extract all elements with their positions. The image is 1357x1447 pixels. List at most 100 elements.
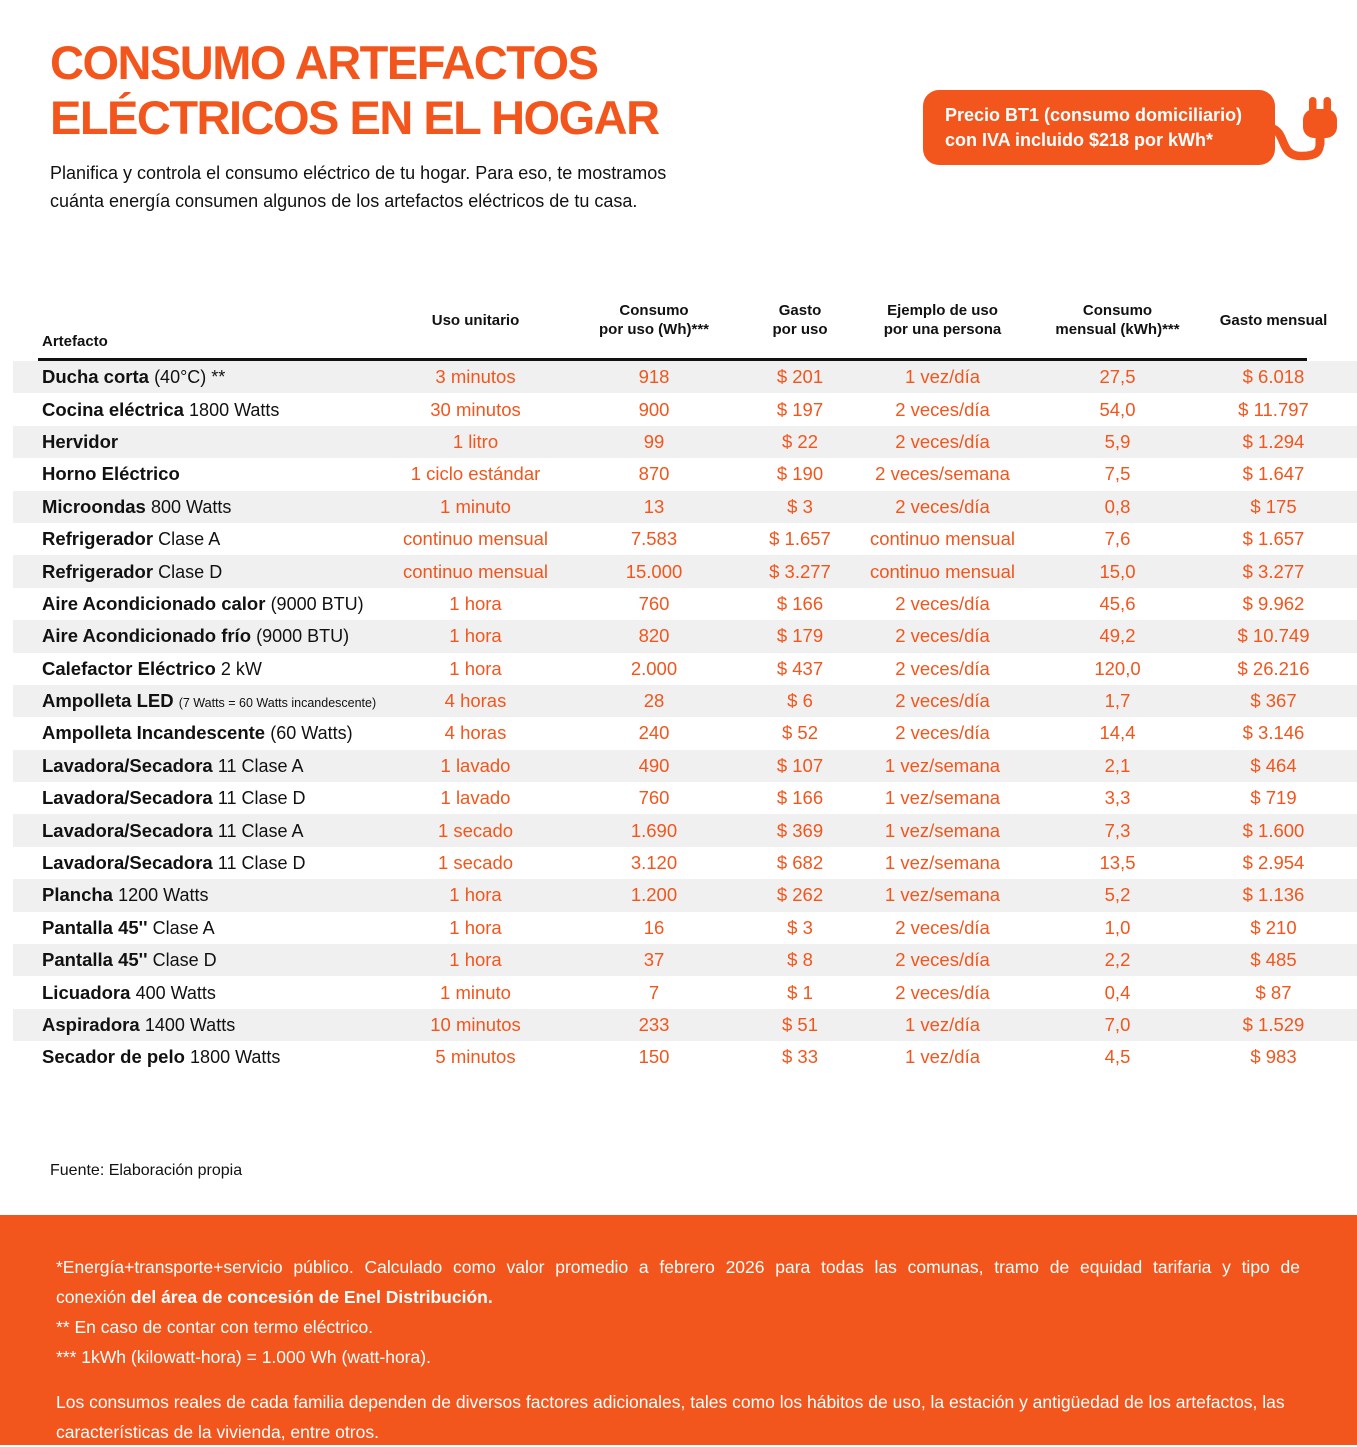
gasto-por-uso-value: $ 166 bbox=[776, 592, 824, 614]
uso-unitario-value: 1 ciclo estándar bbox=[410, 463, 541, 485]
gasto-mensual-value: $ 2.954 bbox=[1242, 852, 1305, 874]
column-header-1: Uso unitario bbox=[431, 311, 520, 329]
uso-unitario-value: 5 minutos bbox=[435, 1046, 516, 1068]
column-header-2: Consumo por uso (Wh)*** bbox=[599, 302, 709, 338]
consumo-mensual-value: 4,5 bbox=[1104, 1046, 1131, 1068]
appliance-detail: (60 Watts) bbox=[270, 723, 353, 744]
appliance-cell: Plancha 1200 Watts bbox=[13, 884, 403, 906]
consumo-mensual-value: 0,8 bbox=[1104, 495, 1131, 517]
table-row: Plancha 1200 Watts 1 hora 1.200 $ 262 1 … bbox=[13, 879, 1357, 912]
footnote-termo: ** En caso de contar con termo eléctrico… bbox=[56, 1317, 374, 1337]
price-badge-line1: Precio BT1 (consumo domiciliario) bbox=[945, 105, 1243, 126]
appliance-cell: Aire Acondicionado frío (9000 BTU) bbox=[13, 625, 403, 647]
table-row: Pantalla 45'' Clase A 1 hora 16 $ 3 2 ve… bbox=[13, 912, 1357, 944]
appliance-cell: Hervidor bbox=[13, 431, 403, 453]
consumo-por-uso-value: 37 bbox=[643, 949, 665, 971]
consumo-mensual-value: 1,0 bbox=[1104, 916, 1131, 938]
appliance-detail: Clase A bbox=[152, 917, 215, 938]
appliance-detail: Clase D bbox=[158, 561, 223, 582]
uso-unitario-value: 1 hora bbox=[449, 884, 502, 906]
appliance-detail: 11 Clase A bbox=[217, 755, 304, 776]
table-row: Ampolleta LED (7 Watts = 60 Watts incand… bbox=[13, 684, 1357, 718]
gasto-mensual-value: $ 1.600 bbox=[1242, 819, 1305, 841]
ejemplo-uso-value: 2 veces/día bbox=[895, 722, 990, 744]
source-note: Fuente: Elaboración propia bbox=[50, 1161, 243, 1179]
appliance-cell: Secador de pelo 1800 Watts bbox=[13, 1046, 403, 1068]
page-subtitle-line1: Planifica y controla el consumo eléctric… bbox=[50, 163, 667, 183]
gasto-mensual-value: $ 10.749 bbox=[1237, 625, 1310, 647]
gasto-por-uso-value: $ 52 bbox=[781, 722, 818, 744]
consumo-por-uso-value: 7 bbox=[648, 981, 660, 1003]
appliance-name: Aire Acondicionado calor bbox=[42, 592, 266, 614]
footnote-disclaimer: Los consumos reales de cada familia depe… bbox=[56, 1392, 1285, 1442]
appliance-name: Microondas bbox=[42, 495, 146, 517]
price-badge-unit: Precio BT1 (consumo domiciliario) con IV… bbox=[923, 90, 1337, 165]
appliance-cell: Lavadora/Secadora 11 Clase A bbox=[13, 755, 403, 777]
gasto-mensual-value: $ 11.797 bbox=[1238, 398, 1309, 420]
consumo-por-uso-value: 490 bbox=[638, 754, 670, 776]
footnote-price-line1: *Energía+transporte+servicio público. Ca… bbox=[56, 1257, 1300, 1277]
table-row: Lavadora/Secadora 11 Clase D 1 lavado 76… bbox=[13, 782, 1357, 814]
footnote-kwh: *** 1kWh (kilowatt-hora) = 1.000 Wh (wat… bbox=[56, 1347, 431, 1367]
appliance-detail: 800 Watts bbox=[150, 496, 232, 517]
consumo-mensual-value: 15,0 bbox=[1099, 560, 1136, 582]
appliance-cell: Lavadora/Secadora 11 Clase D bbox=[13, 852, 403, 874]
consumo-mensual-value: 1,7 bbox=[1104, 690, 1131, 712]
ejemplo-uso-value: 2 veces/día bbox=[895, 949, 990, 971]
uso-unitario-value: 4 horas bbox=[444, 690, 507, 712]
table-row: Horno Eléctrico 1 ciclo estándar 870 $ 1… bbox=[13, 458, 1357, 490]
gasto-mensual-value: $ 464 bbox=[1250, 754, 1297, 776]
appliance-name: Lavadora/Secadora bbox=[42, 754, 213, 776]
ejemplo-uso-value: 1 vez/semana bbox=[884, 819, 1001, 841]
appliance-detail: 1200 Watts bbox=[118, 885, 209, 906]
appliance-name: Aire Acondicionado frío bbox=[42, 625, 251, 647]
consumo-por-uso-value: 918 bbox=[638, 366, 670, 388]
appliance-cell: Refrigerador Clase D bbox=[13, 561, 403, 583]
consumo-mensual-value: 14,4 bbox=[1099, 722, 1136, 744]
gasto-por-uso-value: $ 1 bbox=[787, 981, 813, 1003]
appliance-detail: (40°C) ** bbox=[154, 367, 226, 388]
appliance-name: Ampolleta Incandescente bbox=[42, 722, 266, 744]
table-row: Ducha corta (40°C) ** 3 minutos 918 $ 20… bbox=[13, 361, 1357, 394]
uso-unitario-value: 1 secado bbox=[437, 819, 514, 841]
ejemplo-uso-value: 1 vez/semana bbox=[884, 787, 1001, 809]
consumo-mensual-value: 2,2 bbox=[1104, 949, 1131, 971]
uso-unitario-value: 30 minutos bbox=[430, 398, 521, 420]
page-title: CONSUMO ARTEFACTOS ELÉCTRICOS EN EL HOGA… bbox=[50, 36, 660, 145]
consumo-mensual-value: 45,6 bbox=[1099, 592, 1136, 614]
appliance-name: Refrigerador bbox=[42, 528, 154, 550]
table-row: Lavadora/Secadora 11 Clase A 1 lavado 49… bbox=[13, 749, 1357, 783]
gasto-mensual-value: $ 1.647 bbox=[1242, 463, 1305, 485]
uso-unitario-value: 1 lavado bbox=[440, 754, 511, 776]
gasto-mensual-value: $ 485 bbox=[1250, 949, 1297, 971]
consumo-mensual-value: 7,6 bbox=[1104, 528, 1131, 550]
table-row: Aspiradora 1400 Watts 10 minutos 233 $ 5… bbox=[13, 1008, 1357, 1042]
gasto-mensual-value: $ 1.136 bbox=[1242, 884, 1305, 906]
consumo-por-uso-value: 28 bbox=[643, 690, 665, 712]
consumo-por-uso-value: 150 bbox=[638, 1046, 670, 1068]
consumo-por-uso-value: 13 bbox=[643, 495, 665, 517]
consumo-mensual-value: 7,5 bbox=[1104, 463, 1131, 485]
consumo-por-uso-value: 7.583 bbox=[630, 528, 678, 550]
consumo-por-uso-value: 233 bbox=[638, 1014, 670, 1035]
gasto-por-uso-value: $ 437 bbox=[776, 657, 824, 679]
appliance-name: Pantalla 45'' bbox=[42, 949, 148, 971]
page-title-line2: ELÉCTRICOS EN EL HOGAR bbox=[50, 90, 660, 144]
appliance-detail: (7 Watts = 60 Watts incandescente) bbox=[178, 696, 377, 711]
appliance-name: Hervidor bbox=[42, 430, 119, 452]
appliance-name: Ducha corta bbox=[42, 366, 149, 388]
gasto-por-uso-value: $ 3 bbox=[787, 495, 813, 517]
ejemplo-uso-value: 2 veces/día bbox=[895, 657, 990, 679]
ejemplo-uso-value: continuo mensual bbox=[869, 528, 1015, 550]
appliance-name: Refrigerador bbox=[42, 560, 154, 582]
ejemplo-uso-value: 1 vez/semana bbox=[884, 884, 1001, 906]
ejemplo-uso-value: continuo mensual bbox=[869, 560, 1015, 582]
price-badge-line2: con IVA incluido $218 por kWh* bbox=[945, 129, 1214, 150]
table-row: Lavadora/Secadora 11 Clase A 1 secado 1.… bbox=[13, 814, 1357, 847]
consumo-mensual-value: 54,0 bbox=[1099, 398, 1136, 420]
consumo-mensual-value: 27,5 bbox=[1099, 366, 1136, 388]
appliance-detail: 1800 Watts bbox=[189, 399, 280, 420]
consumo-mensual-value: 49,2 bbox=[1099, 625, 1136, 647]
consumo-por-uso-value: 16 bbox=[643, 916, 665, 938]
gasto-mensual-value: $ 367 bbox=[1250, 690, 1297, 712]
